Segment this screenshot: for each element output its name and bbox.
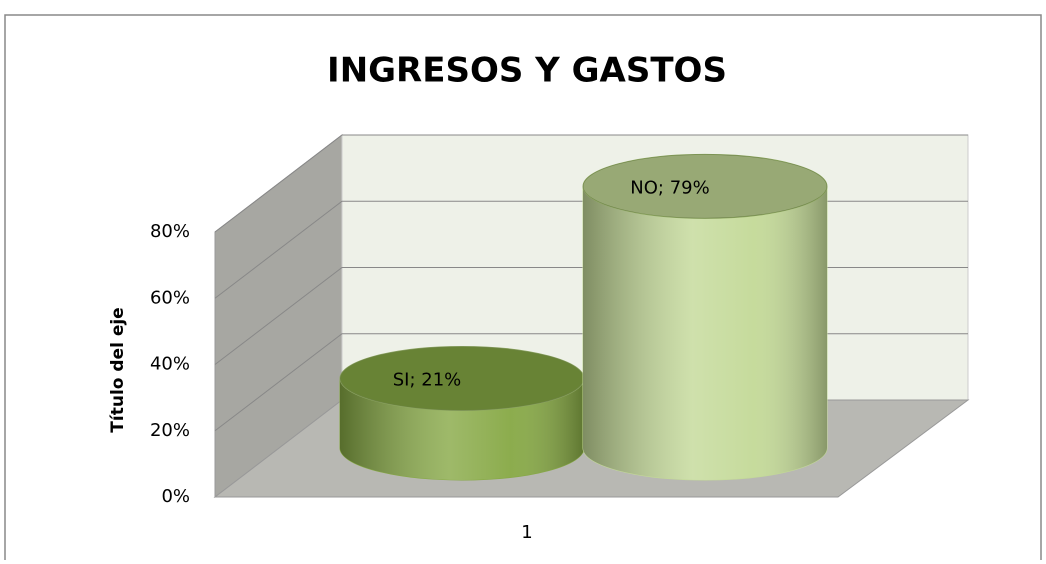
chart-title: INGRESOS Y GASTOS [327, 51, 727, 91]
cylinder-top-shade [340, 346, 584, 411]
x-tick-label: 1 [521, 522, 532, 543]
cylinder-shade [340, 378, 584, 480]
cylinder-top-shade [583, 154, 827, 219]
y-axis-title: Título del eje [108, 307, 128, 432]
y-tick-label: 0% [161, 486, 190, 507]
y-tick-label: 60% [150, 287, 190, 308]
grid-line [214, 134, 968, 233]
value-label: NO; 79% [630, 177, 709, 198]
value-label: SI; 21% [393, 369, 462, 390]
y-tick-label: 20% [150, 420, 190, 441]
y-tick-label: 80% [150, 221, 190, 242]
cylinder-shade [583, 186, 827, 480]
y-tick-label: 40% [150, 354, 190, 375]
cylinder-top [582, 153, 828, 219]
